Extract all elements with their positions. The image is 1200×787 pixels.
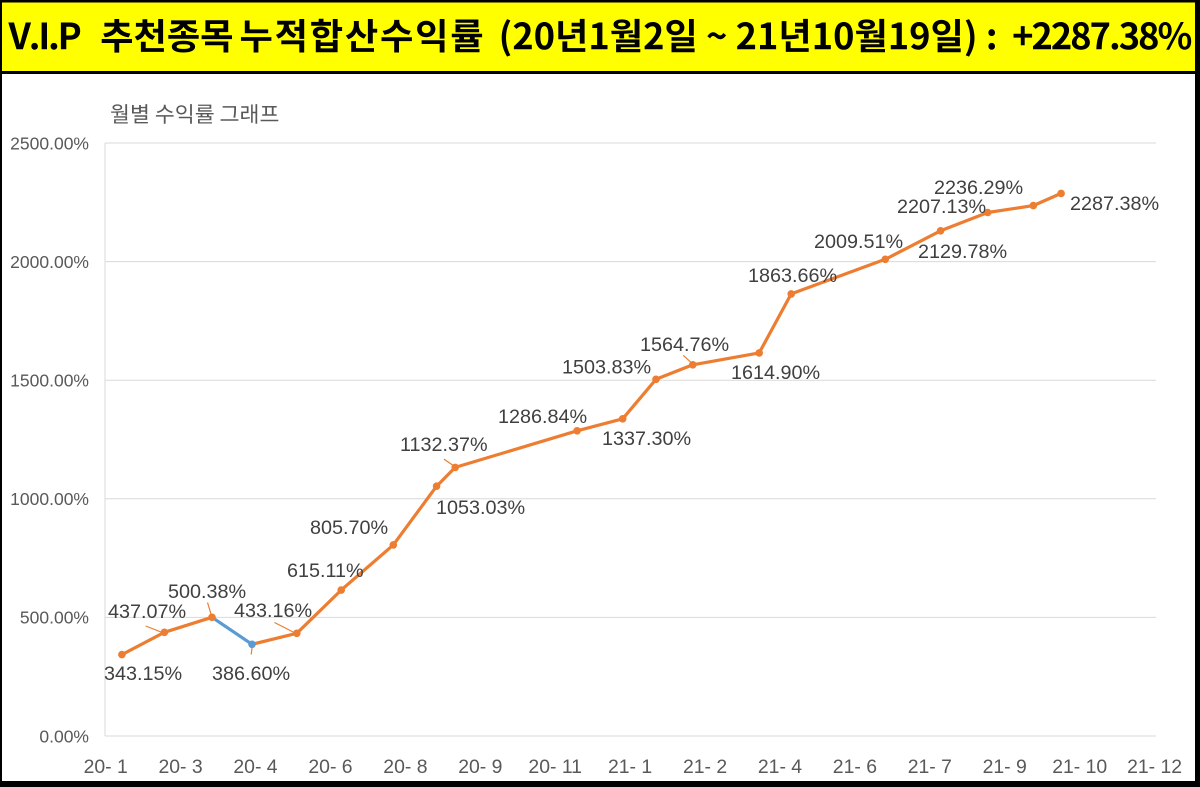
svg-text:21- 9: 21- 9 bbox=[983, 756, 1027, 778]
svg-text:20- 11: 20- 11 bbox=[528, 756, 582, 778]
svg-text:343.15%: 343.15% bbox=[104, 663, 182, 685]
svg-text:21- 4: 21- 4 bbox=[758, 756, 802, 778]
svg-text:21- 10: 21- 10 bbox=[1052, 756, 1107, 778]
svg-text:2129.78%: 2129.78% bbox=[918, 241, 1007, 263]
svg-text:2287.38%: 2287.38% bbox=[1070, 193, 1159, 215]
svg-text:21- 12: 21- 12 bbox=[1127, 756, 1182, 778]
svg-text:2500.00%: 2500.00% bbox=[10, 133, 89, 153]
svg-text:386.60%: 386.60% bbox=[212, 663, 290, 685]
svg-text:500.38%: 500.38% bbox=[168, 581, 246, 603]
svg-text:1503.83%: 1503.83% bbox=[562, 357, 651, 379]
svg-text:1000.00%: 1000.00% bbox=[10, 489, 89, 509]
svg-text:1500.00%: 1500.00% bbox=[10, 371, 89, 391]
svg-text:20- 9: 20- 9 bbox=[458, 756, 502, 778]
svg-text:433.16%: 433.16% bbox=[234, 600, 312, 622]
svg-text:1286.84%: 1286.84% bbox=[498, 406, 587, 428]
svg-text:20- 3: 20- 3 bbox=[158, 756, 202, 778]
svg-text:805.70%: 805.70% bbox=[310, 517, 388, 539]
svg-text:2009.51%: 2009.51% bbox=[814, 231, 903, 253]
svg-text:21- 1: 21- 1 bbox=[608, 756, 652, 778]
svg-text:20- 6: 20- 6 bbox=[308, 756, 352, 778]
svg-text:20- 8: 20- 8 bbox=[383, 756, 427, 778]
svg-text:615.11%: 615.11% bbox=[287, 560, 364, 582]
svg-text:20- 4: 20- 4 bbox=[233, 756, 277, 778]
svg-text:1614.90%: 1614.90% bbox=[731, 362, 820, 384]
svg-text:20- 1: 20- 1 bbox=[84, 756, 128, 778]
svg-text:21- 7: 21- 7 bbox=[908, 756, 952, 778]
svg-text:0.00%: 0.00% bbox=[39, 726, 89, 746]
svg-text:2207.13%: 2207.13% bbox=[897, 196, 986, 218]
svg-text:2236.29%: 2236.29% bbox=[934, 177, 1023, 199]
svg-text:1337.30%: 1337.30% bbox=[602, 428, 691, 450]
svg-text:2000.00%: 2000.00% bbox=[10, 252, 89, 272]
svg-text:21- 6: 21- 6 bbox=[833, 756, 877, 778]
svg-text:1053.03%: 1053.03% bbox=[436, 497, 525, 519]
svg-text:21- 2: 21- 2 bbox=[683, 756, 727, 778]
svg-text:1863.66%: 1863.66% bbox=[748, 265, 837, 287]
svg-text:437.07%: 437.07% bbox=[108, 601, 186, 623]
svg-text:500.00%: 500.00% bbox=[20, 608, 89, 628]
svg-text:1564.76%: 1564.76% bbox=[640, 334, 729, 356]
svg-text:1132.37%: 1132.37% bbox=[400, 434, 488, 456]
